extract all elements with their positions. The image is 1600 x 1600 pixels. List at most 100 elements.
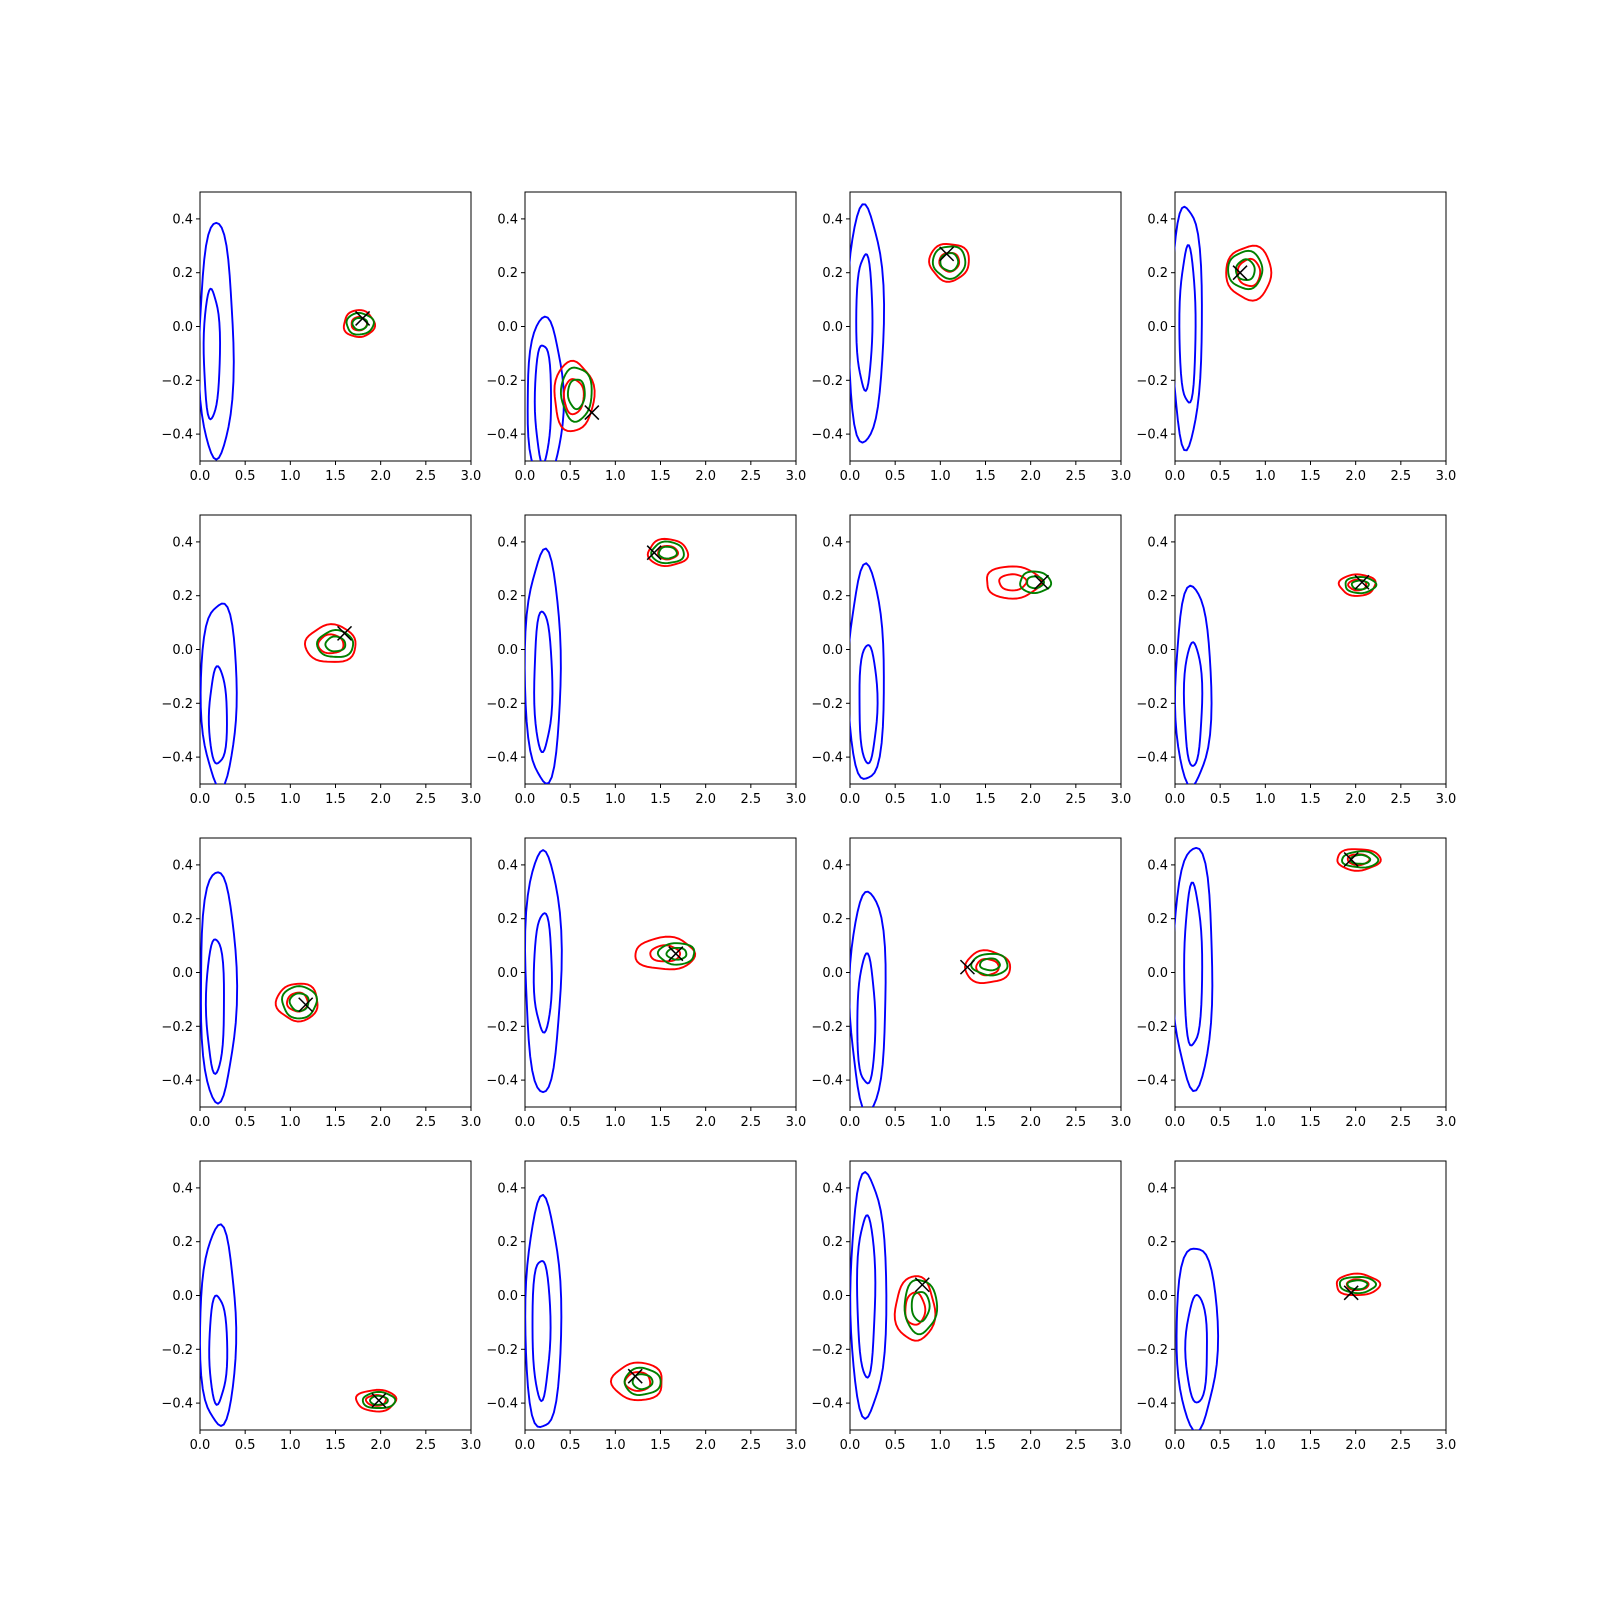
plot-area	[850, 203, 970, 444]
y-tick-label: 0.0	[822, 320, 843, 335]
posterior-a-inner-contour	[1234, 258, 1256, 282]
x-tick-label: 2.0	[370, 792, 391, 807]
x-tick-label: 1.5	[325, 1438, 346, 1453]
truth-marker-stroke-b	[914, 1277, 930, 1293]
posterior-a-outer-contour	[1019, 570, 1053, 595]
x-tick-label: 1.5	[650, 1438, 671, 1453]
y-tick-label: −0.2	[486, 1020, 518, 1035]
y-tick-label: 0.0	[172, 320, 193, 335]
axes-frame	[199, 191, 472, 462]
subplot-16: 0.0 0.5 1.0 1.5 2.0 2.5 3.0 0.4 0.2 0.0 −0.2 −0.4	[1136, 1160, 1456, 1453]
plot-area	[200, 1223, 398, 1427]
y-tick-label: 0.2	[822, 589, 843, 604]
x-tick-label: 0.0	[515, 1115, 536, 1130]
x-tick-label: 2.5	[1390, 469, 1411, 484]
truth-marker-stroke-b	[939, 246, 955, 262]
x-tick-label: 1.0	[605, 1438, 626, 1453]
y-tick-label: 0.0	[497, 643, 518, 658]
y-tick-label: 0.4	[172, 535, 193, 550]
x-tick-label: 0.5	[885, 792, 906, 807]
plot-area	[525, 1193, 663, 1428]
subplot-13: 0.0 0.5 1.0 1.5 2.0 2.5 3.0 0.4 0.2 0.0 −0.2 −0.4	[161, 1160, 481, 1453]
subplot-11: 0.0 0.5 1.0 1.5 2.0 2.5 3.0 0.4 0.2 0.0 −0.2 −0.4	[811, 837, 1131, 1130]
x-tick-label: 3.0	[1111, 469, 1132, 484]
x-tick-label: 1.5	[975, 1115, 996, 1130]
subplot-8: 0.0 0.5 1.0 1.5 2.0 2.5 3.0 0.4 0.2 0.0 −0.2 −0.4	[1136, 514, 1457, 807]
x-tick-label: 2.0	[1020, 792, 1041, 807]
y-tick-label: 0.0	[172, 1289, 193, 1304]
x-tick-label: 3.0	[1111, 792, 1132, 807]
prior-contour-outer	[1175, 205, 1203, 452]
prior-contour-outer	[1175, 846, 1214, 1092]
plot-area	[200, 602, 357, 784]
subplot-2: 0.0 0.5 1.0 1.5 2.0 2.5 3.0 0.4 0.2 0.0 −0.2 −0.4	[486, 191, 807, 484]
x-tick-label: 0.5	[1210, 1115, 1231, 1130]
posterior-b-inner-contour	[998, 573, 1028, 592]
y-tick-label: −0.4	[161, 1074, 193, 1089]
y-tick-label: −0.2	[161, 1020, 193, 1035]
axes-frame	[849, 1160, 1122, 1431]
subplot-6: 0.0 0.5 1.0 1.5 2.0 2.5 3.0 0.4 0.2 0.0 −0.2 −0.4	[486, 514, 806, 807]
x-tick-label: 2.0	[1020, 1438, 1041, 1453]
x-tick-label: 2.0	[370, 1438, 391, 1453]
x-tick-label: 0.0	[190, 469, 211, 484]
prior-contour-inner	[204, 938, 225, 1075]
x-tick-label: 1.5	[975, 469, 996, 484]
y-tick-label: 0.4	[822, 212, 843, 227]
y-tick-label: −0.2	[1136, 697, 1168, 712]
prior-contour-inner	[208, 1294, 229, 1406]
prior-contour-outer	[525, 1193, 563, 1428]
posterior-a-outer-contour	[1341, 850, 1380, 869]
posterior-b-inner-contour	[1236, 257, 1262, 288]
y-tick-label: 0.0	[822, 1289, 843, 1304]
posterior-b-outer-contour	[1336, 848, 1382, 872]
plot-area	[1175, 1247, 1382, 1430]
plot-area	[525, 849, 697, 1094]
y-tick-label: 0.2	[497, 1235, 518, 1250]
prior-contour-inner	[1184, 1293, 1208, 1404]
y-tick-label: 0.0	[172, 643, 193, 658]
y-tick-label: 0.4	[1147, 535, 1168, 550]
x-tick-label: 2.5	[740, 1115, 761, 1130]
y-tick-label: 0.0	[172, 966, 193, 981]
x-tick-label: 0.0	[515, 1438, 536, 1453]
truth-marker-stroke-b	[959, 959, 975, 975]
axes-frame	[849, 191, 1122, 462]
y-tick-label: −0.4	[811, 1074, 843, 1089]
x-tick-label: 3.0	[1436, 792, 1457, 807]
x-tick-label: 0.0	[840, 1438, 861, 1453]
y-tick-label: −0.4	[1136, 751, 1168, 766]
truth-marker-stroke-b	[371, 1392, 387, 1408]
posterior-a-outer-contour	[1344, 576, 1378, 595]
x-tick-label: 3.0	[786, 469, 807, 484]
y-tick-label: −0.2	[161, 374, 193, 389]
truth-marker-stroke-b	[1033, 574, 1050, 590]
y-tick-label: 0.0	[1147, 966, 1168, 981]
x-tick-label: 0.0	[1165, 1438, 1186, 1453]
truth-marker-stroke-b	[337, 625, 353, 641]
truth-marker	[646, 545, 662, 561]
y-tick-label: −0.4	[1136, 1074, 1168, 1089]
y-tick-label: 0.2	[172, 1235, 193, 1250]
prior-contour-outer	[200, 1223, 238, 1427]
plot-area	[200, 221, 377, 461]
subplot-1: 0.0 0.5 1.0 1.5 2.0 2.5 3.0 0.4 0.2 0.0 −0.2 −0.4	[161, 191, 481, 484]
plot-area	[850, 1171, 939, 1420]
posterior-a-inner-contour	[657, 545, 678, 560]
posterior-b-outer-contour	[609, 1361, 663, 1402]
y-tick-label: −0.2	[811, 697, 843, 712]
posterior-b-outer-contour	[274, 982, 319, 1023]
posterior-a-outer-contour	[281, 985, 318, 1020]
x-tick-label: 2.0	[695, 469, 716, 484]
posterior-b-outer-contour	[553, 359, 596, 433]
y-tick-label: −0.2	[1136, 1343, 1168, 1358]
axes-frame	[849, 514, 1122, 785]
x-tick-label: 1.0	[280, 792, 301, 807]
posterior-a-inner-contour	[631, 1373, 654, 1391]
x-tick-label: 3.0	[786, 1438, 807, 1453]
y-tick-label: 0.4	[1147, 1181, 1168, 1196]
posterior-a-outer-contour	[559, 366, 593, 423]
plot-area	[850, 890, 1012, 1107]
y-tick-label: 0.2	[172, 912, 193, 927]
posterior-a-inner-contour	[910, 1291, 931, 1323]
